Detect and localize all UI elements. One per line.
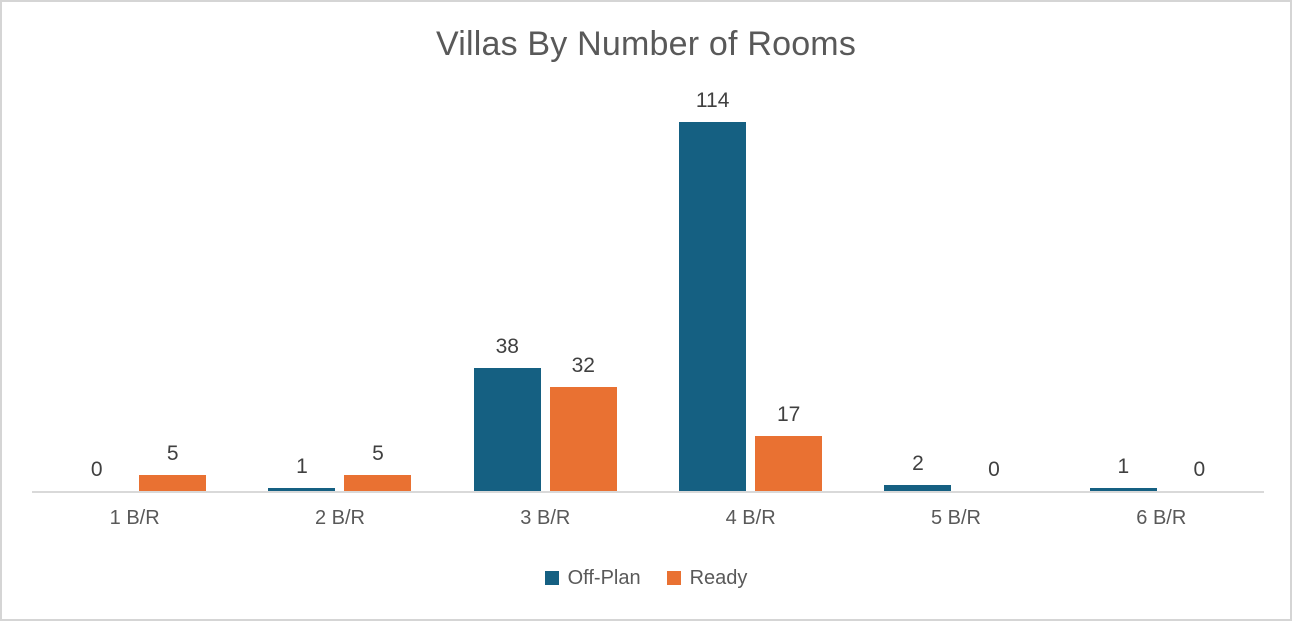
bar-off-plan-6-b-r	[1089, 488, 1157, 491]
data-label-ready-1-b-r: 5	[166, 442, 179, 465]
bar-cell-ready-4-b-r: 17	[755, 403, 823, 491]
bar-ready-2-b-r	[344, 475, 412, 491]
legend-swatch-icon	[544, 571, 559, 585]
data-label-off-plan-6-b-r: 1	[1117, 455, 1130, 478]
bar-ready-4-b-r	[755, 436, 823, 491]
bar-cell-ready-3-b-r: 32	[549, 354, 617, 491]
x-axis-tick-labels: 1 B/R 2 B/R 3 B/R 4 B/R 5 B/R 6 B/R	[32, 506, 1264, 530]
x-axis-label-5-b-r: 5 B/R	[930, 507, 981, 529]
bar-off-plan-4-b-r	[679, 122, 747, 491]
x-axis-label-2-b-r: 2 B/R	[314, 507, 365, 529]
chart-title: Villas By Number of Rooms	[435, 25, 857, 63]
legend-label-off-plan: Off-Plan	[567, 567, 641, 589]
category-group-4-b-r: 114 17	[648, 2, 853, 491]
data-label-off-plan-4-b-r: 114	[695, 89, 730, 112]
x-axis-label-6-b-r: 6 B/R	[1136, 507, 1187, 529]
bar-cell-ready-1-b-r: 5	[139, 442, 207, 491]
bar-off-plan-3-b-r	[473, 368, 541, 491]
data-label-ready-2-b-r: 5	[372, 442, 384, 465]
x-axis-label-3-b-r: 3 B/R	[520, 507, 571, 529]
bar-cell-off-plan-4-b-r: 114	[679, 89, 747, 491]
x-axis-label-4-b-r: 4 B/R	[725, 507, 776, 529]
bar-cell-off-plan-5-b-r: 2	[884, 452, 952, 491]
data-label-off-plan-2-b-r: 1	[296, 455, 308, 478]
plot-area: 0 5 1 5 38 32 114 17 2 0 1 0	[32, 2, 1264, 491]
bar-cell-ready-5-b-r: 0	[960, 458, 1027, 491]
bar-off-plan-2-b-r	[268, 488, 336, 491]
data-label-ready-5-b-r: 0	[988, 458, 1000, 481]
bar-ready-1-b-r	[139, 475, 207, 491]
legend-item-off-plan: Off-Plan	[544, 566, 641, 590]
legend-label-ready: Ready	[689, 567, 748, 589]
data-label-off-plan-1-b-r: 0	[90, 458, 103, 481]
category-group-3-b-r: 38 32	[443, 2, 648, 491]
bar-cell-ready-2-b-r: 5	[344, 442, 412, 491]
x-axis-label-1-b-r: 1 B/R	[109, 507, 160, 529]
bar-ready-3-b-r	[549, 387, 617, 491]
bar-cell-off-plan-6-b-r: 1	[1089, 455, 1157, 491]
legend-swatch-icon	[666, 571, 681, 585]
data-label-ready-6-b-r: 0	[1193, 458, 1206, 481]
data-label-ready-3-b-r: 32	[571, 354, 595, 377]
x-axis-line	[32, 491, 1264, 493]
data-label-ready-4-b-r: 17	[776, 403, 801, 426]
bar-cell-off-plan-3-b-r: 38	[473, 335, 541, 491]
bar-cell-off-plan-1-b-r: 0	[63, 458, 130, 491]
legend-item-ready: Ready	[666, 566, 748, 590]
bar-cell-off-plan-2-b-r: 1	[268, 455, 336, 491]
bar-off-plan-5-b-r	[884, 485, 952, 491]
data-label-off-plan-5-b-r: 2	[912, 452, 924, 475]
data-label-off-plan-3-b-r: 38	[495, 335, 519, 358]
bar-cell-ready-6-b-r: 0	[1166, 458, 1233, 491]
legend: Off-Plan Ready	[2, 566, 1290, 590]
